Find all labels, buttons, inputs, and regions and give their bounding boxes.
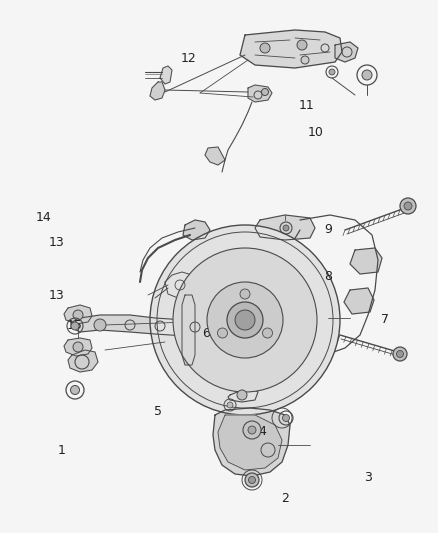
Circle shape [362,70,372,80]
Circle shape [245,473,259,487]
Text: 1: 1 [57,444,65,457]
Circle shape [261,88,268,95]
Circle shape [248,477,255,483]
Text: 12: 12 [180,52,196,65]
Polygon shape [160,66,172,84]
Circle shape [404,202,412,210]
Polygon shape [64,305,92,324]
Circle shape [283,225,289,231]
Circle shape [400,198,416,214]
Polygon shape [218,415,282,470]
Circle shape [329,69,335,75]
Text: 4: 4 [259,425,267,438]
Circle shape [248,426,256,434]
Text: 14: 14 [36,211,52,224]
Text: 3: 3 [364,471,372,483]
Text: 11: 11 [299,99,314,112]
Polygon shape [350,248,382,274]
Circle shape [262,328,272,338]
Polygon shape [165,272,195,298]
Circle shape [283,415,290,422]
Polygon shape [72,315,248,338]
Circle shape [235,310,255,330]
Circle shape [237,390,247,400]
Text: 8: 8 [325,270,332,282]
Circle shape [260,43,270,53]
Polygon shape [344,288,374,314]
Text: 10: 10 [307,126,323,139]
Circle shape [396,351,403,358]
Circle shape [207,282,283,358]
Circle shape [71,385,80,394]
Circle shape [73,310,83,320]
Circle shape [227,302,263,338]
Text: 13: 13 [49,236,65,249]
Circle shape [393,347,407,361]
Polygon shape [213,408,290,476]
Polygon shape [335,42,358,62]
Polygon shape [240,30,342,68]
Polygon shape [248,85,272,102]
Circle shape [173,248,317,392]
Polygon shape [182,295,195,365]
Text: 6: 6 [202,327,210,340]
Text: 9: 9 [325,223,332,236]
Polygon shape [255,215,315,240]
Circle shape [240,289,250,299]
Polygon shape [205,147,225,165]
Circle shape [150,225,340,415]
Circle shape [71,322,79,330]
Text: 2: 2 [281,492,289,505]
Circle shape [227,402,233,408]
Text: 5: 5 [154,405,162,418]
Circle shape [297,40,307,50]
Circle shape [218,328,227,338]
Text: 13: 13 [49,289,65,302]
Circle shape [94,319,106,331]
Polygon shape [228,388,258,402]
Circle shape [73,342,83,352]
Polygon shape [64,338,92,356]
Text: 15: 15 [67,319,82,332]
Polygon shape [183,220,210,240]
Text: 7: 7 [381,313,389,326]
Circle shape [243,421,261,439]
Polygon shape [150,82,165,100]
Polygon shape [68,350,98,372]
Circle shape [301,56,309,64]
